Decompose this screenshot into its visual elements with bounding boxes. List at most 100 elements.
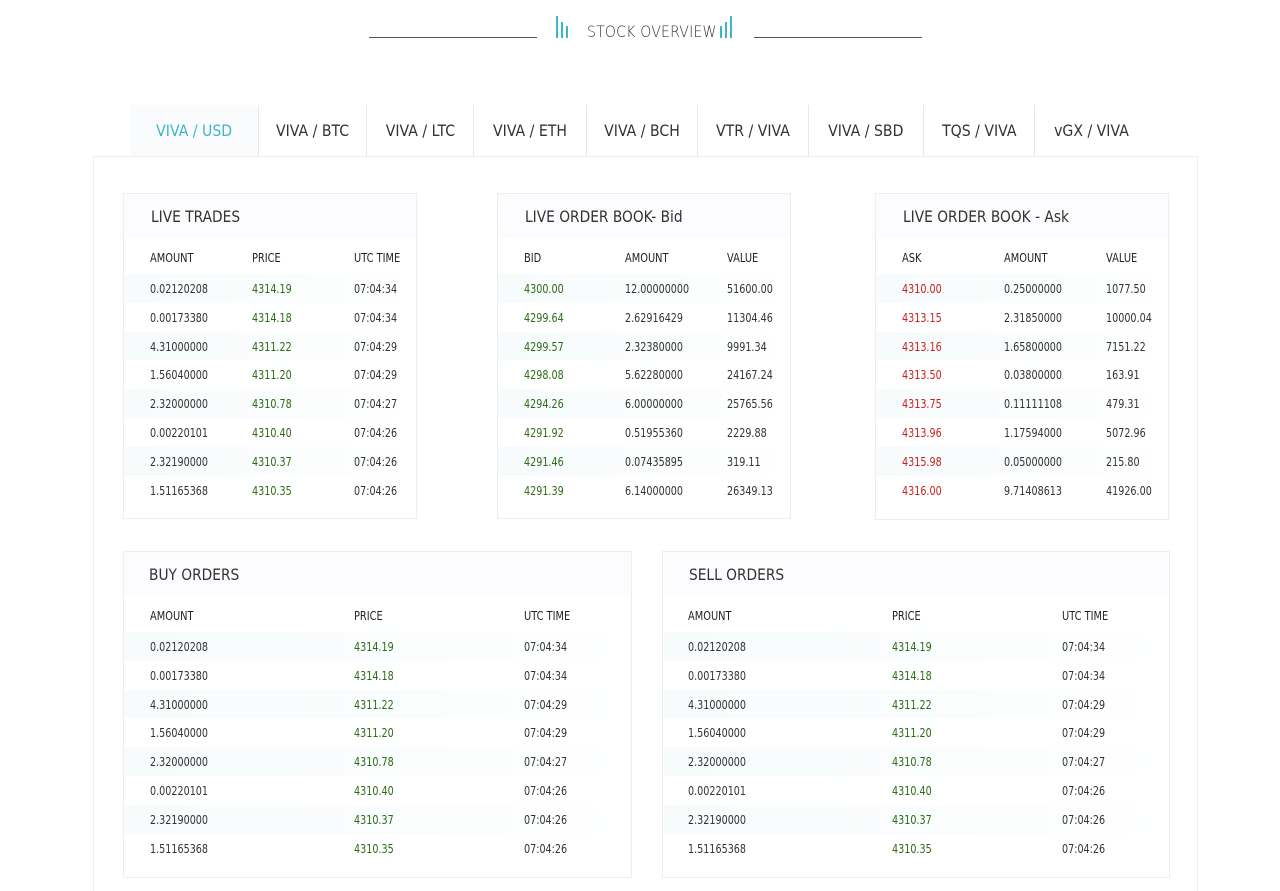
table-cell: 7151.22 [1106,339,1146,354]
table-row: 2.32190000 4310.37 07:04:26 [124,804,631,834]
table-row: 4313.96 1.17594000 5072.96 [876,418,1168,447]
table-row: 0.00220101 4310.40 07:04:26 [663,776,1169,805]
table-cell: 4310.40 [252,425,292,440]
table-cell: 07:04:26 [524,812,568,827]
table-row: 4299.57 2.32380000 9991.34 [498,331,790,361]
bar-chart-icon [720,16,734,38]
table-header: AMOUNT PRICE UTC TIME [124,596,631,632]
panel-title: BUY ORDERS [124,552,631,596]
table-cell: 2.62916429 [625,310,684,325]
table-cell: 4294.26 [524,397,564,412]
table-cell: 07:04:27 [1062,755,1106,770]
table-row: 0.00173380 4314.18 07:04:34 [663,661,1169,690]
table-cell: 0.00220101 [150,425,209,440]
table-cell: 0.00173380 [688,668,747,683]
table-cell: 07:04:26 [524,783,568,798]
table-cell: 4313.15 [902,310,942,325]
table-cell: 4314.18 [252,310,292,325]
table-cell: 1077.50 [1106,282,1146,296]
table-cell: 1.56040000 [150,368,209,383]
table-cell: 07:04:27 [524,755,568,770]
table-row: 4313.50 0.03800000 163.91 [876,360,1168,389]
table-cell: 5.62280000 [625,368,684,383]
table-row: 4294.26 6.00000000 25765.56 [498,389,790,418]
table-cell: 24167.24 [727,368,773,383]
column-header: AMOUNT [625,251,669,265]
table-row: 4298.08 5.62280000 24167.24 [498,360,790,389]
table-cell: 4299.57 [524,339,564,354]
column-header: AMOUNT [150,609,194,623]
table-row: 2.32000000 4310.78 07:04:27 [663,747,1169,776]
table-cell: 4291.46 [524,454,564,469]
buy-orders-panel: BUY ORDERS AMOUNT PRICE UTC TIME 0.02120… [123,551,632,878]
table-cell: 07:04:29 [354,339,398,354]
tab-viva-sbd[interactable]: VIVA / SBD [809,105,924,156]
table-cell: 12.00000000 [625,282,690,296]
live-trades-panel: LIVE TRADES AMOUNT PRICE UTC TIME 0.0212… [123,193,417,519]
table-cell: 4313.96 [902,425,942,440]
table-row: 2.32190000 4310.37 07:04:26 [124,446,416,476]
table-cell: 9991.34 [727,339,767,354]
table-body: 0.02120208 4314.19 07:04:34 0.00173380 4314.… [124,632,631,862]
table-cell: 07:04:29 [1062,697,1106,712]
table-row: 1.56040000 4311.20 07:04:29 [124,360,416,389]
tab-content: LIVE TRADES AMOUNT PRICE UTC TIME 0.0212… [93,156,1198,891]
page-header: STOCK OVERVIEW [0,0,1280,64]
table-cell: 4310.00 [902,282,942,296]
column-header: PRICE [252,251,281,265]
table-cell: 1.56040000 [688,726,747,741]
table-row: 1.56040000 4311.20 07:04:29 [124,718,631,747]
table-cell: 07:04:34 [354,282,398,296]
table-cell: 4310.37 [252,454,292,469]
table-cell: 4.31000000 [688,697,747,712]
table-cell: 07:04:29 [1062,726,1106,741]
column-header: AMOUNT [688,609,732,623]
table-cell: 6.14000000 [625,483,684,498]
table-cell: 41926.00 [1106,483,1152,498]
table-cell: 07:04:34 [1062,668,1106,683]
table-cell: 07:04:34 [524,668,568,683]
table-cell: 07:04:26 [1062,841,1106,856]
table-cell: 07:04:34 [354,310,398,325]
table-cell: 0.25000000 [1004,282,1063,296]
tab-vgx-viva[interactable]: vGX / VIVA [1053,121,1129,140]
table-cell: 07:04:26 [354,483,398,498]
table-cell: 4315.98 [902,454,942,469]
table-body: 4300.00 12.00000000 51600.00 4299.64 2.62916… [498,274,790,504]
tab-vtr-viva[interactable]: VTR / VIVA [698,105,809,156]
table-cell: 1.51165368 [150,483,209,498]
bar-chart-icon [556,16,570,38]
table-body: 0.02120208 4314.19 07:04:34 0.00173380 4314.… [663,632,1169,862]
table-cell: 4314.18 [354,668,394,683]
table-cell: 4310.37 [354,812,394,827]
tab-viva-bch[interactable]: VIVA / BCH [587,105,698,156]
table-cell: 319.11 [727,454,761,469]
table-row: 4315.98 0.05000000 215.80 [876,446,1168,476]
column-header: VALUE [727,251,759,265]
table-cell: 4311.22 [252,339,292,354]
table-cell: 4.31000000 [150,339,209,354]
pair-tabs: VIVA / USD VIVA / BTC VIVA / LTC VIVA / … [130,105,1147,156]
table-body: 0.02120208 4314.19 07:04:34 0.00173380 4314.… [124,274,416,504]
table-row: 4316.00 9.71408613 41926.00 [876,476,1168,505]
order-book-bid-panel: LIVE ORDER BOOK- Bid BID AMOUNT VALUE 43… [497,193,791,519]
table-cell: 26349.13 [727,483,773,498]
table-row: 0.00220101 4310.40 07:04:26 [124,776,631,805]
tab-viva-eth[interactable]: VIVA / ETH [474,105,587,156]
table-cell: 4310.78 [892,755,932,770]
column-header: AMOUNT [1004,251,1048,265]
table-row: 1.51165368 4310.35 07:04:26 [124,476,416,505]
tab-viva-usd[interactable]: VIVA / USD [130,105,259,156]
tab-tqs-viva[interactable]: TQS / VIVA [924,105,1035,156]
column-header: PRICE [354,609,383,623]
table-cell: 2.32000000 [688,755,747,770]
column-header: UTC TIME [524,609,571,623]
tab-viva-btc[interactable]: VIVA / BTC [259,105,367,156]
table-cell: 4314.18 [892,668,932,683]
table-cell: 4310.40 [892,783,932,798]
table-cell: 0.00173380 [150,310,209,325]
table-cell: 0.00220101 [688,783,747,798]
table-cell: 4313.50 [902,368,942,383]
table-cell: 0.02120208 [150,640,209,654]
tab-viva-ltc[interactable]: VIVA / LTC [367,105,474,156]
